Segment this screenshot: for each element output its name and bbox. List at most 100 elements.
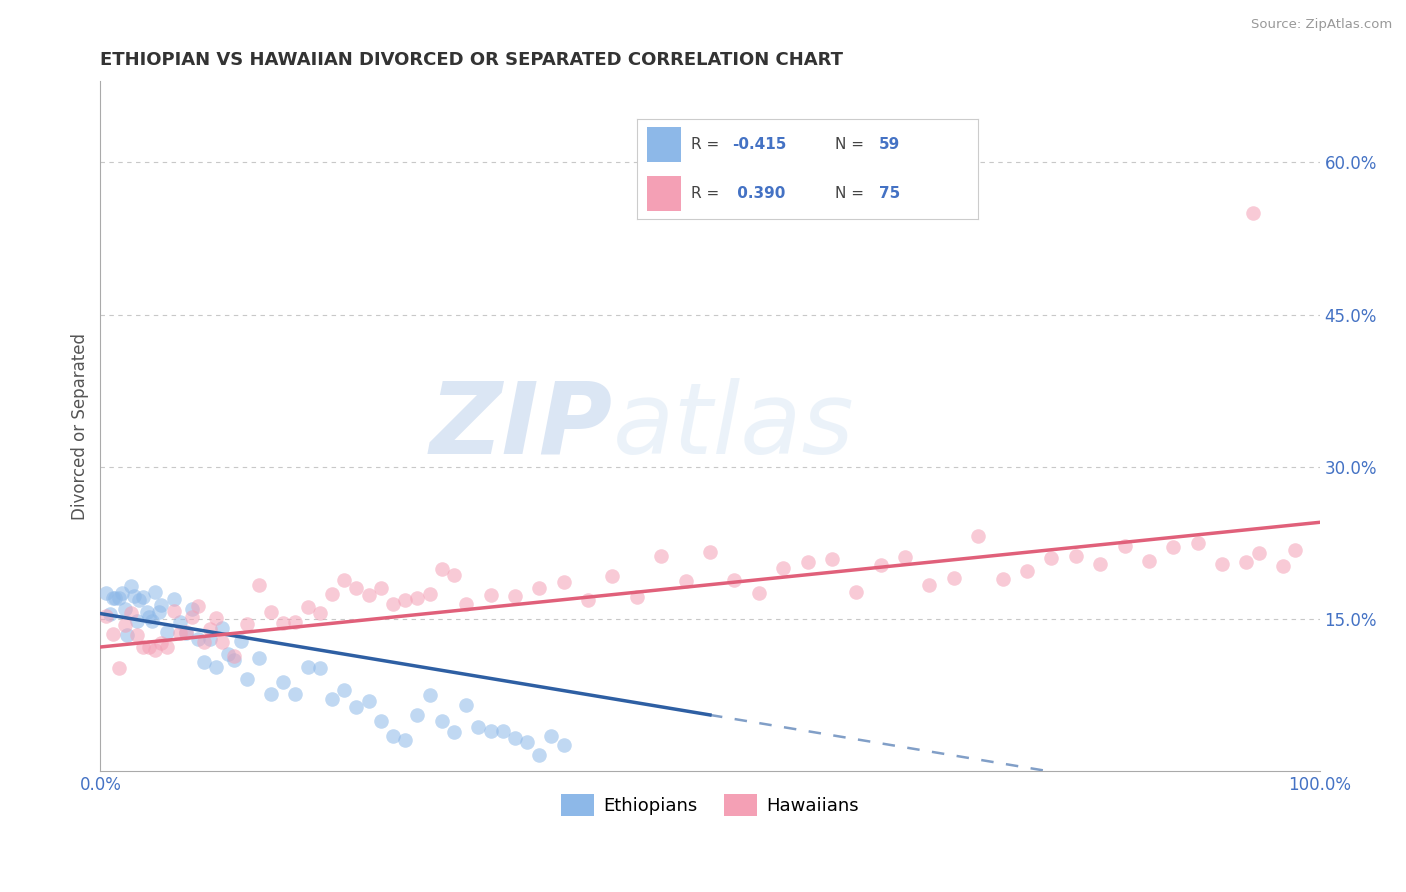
Point [321, 587, 343, 601]
Point [98, 607, 121, 622]
Point [174, 625, 197, 640]
Point [1040, 551, 1063, 566]
Point [381, 729, 404, 743]
Point [187, 632, 209, 647]
Point [357, 694, 380, 708]
Point [211, 621, 233, 635]
Point [132, 591, 155, 605]
Text: Source: ZipAtlas.com: Source: ZipAtlas.com [1251, 18, 1392, 31]
Point [516, 735, 538, 749]
Point [370, 581, 392, 595]
Point [626, 590, 648, 604]
Point [381, 597, 404, 611]
Text: atlas: atlas [613, 377, 853, 475]
Point [394, 592, 416, 607]
Point [156, 625, 179, 640]
Point [1247, 546, 1270, 560]
Point [120, 606, 142, 620]
Point [115, 628, 138, 642]
Point [162, 591, 184, 606]
Point [224, 648, 246, 663]
Point [205, 659, 228, 673]
Point [235, 616, 257, 631]
Point [796, 555, 818, 569]
Point [1161, 540, 1184, 554]
Point [180, 610, 202, 624]
Point [1088, 557, 1111, 571]
Point [156, 640, 179, 654]
Point [138, 609, 160, 624]
Point [845, 584, 868, 599]
Point [198, 632, 221, 646]
Point [1114, 539, 1136, 553]
Point [150, 598, 173, 612]
Text: ETHIOPIAN VS HAWAIIAN DIVORCED OR SEPARATED CORRELATION CHART: ETHIOPIAN VS HAWAIIAN DIVORCED OR SEPARA… [100, 51, 844, 69]
Point [467, 720, 489, 734]
Point [650, 549, 672, 564]
Point [456, 698, 478, 712]
Point [271, 675, 294, 690]
Point [333, 573, 356, 587]
Point [141, 614, 163, 628]
Point [169, 615, 191, 629]
Point [107, 591, 129, 605]
Point [180, 602, 202, 616]
Y-axis label: Divorced or Separated: Divorced or Separated [72, 333, 89, 519]
Point [96, 586, 118, 600]
Point [1241, 206, 1264, 220]
Point [229, 634, 252, 648]
Point [333, 682, 356, 697]
Point [406, 708, 429, 723]
Point [675, 574, 697, 588]
Point [120, 579, 142, 593]
Point [284, 687, 307, 701]
Point [101, 591, 124, 605]
Point [205, 610, 228, 624]
Point [821, 552, 844, 566]
Point [492, 724, 515, 739]
Point [344, 700, 367, 714]
Point [699, 545, 721, 559]
Text: ZIP: ZIP [429, 377, 613, 475]
Point [169, 626, 191, 640]
Point [260, 605, 283, 619]
Point [211, 635, 233, 649]
Point [114, 618, 136, 632]
Point [1015, 564, 1038, 578]
Point [321, 691, 343, 706]
Point [138, 640, 160, 654]
Point [1187, 536, 1209, 550]
Point [942, 571, 965, 585]
Point [107, 661, 129, 675]
Point [553, 575, 575, 590]
Point [247, 650, 270, 665]
Point [894, 550, 917, 565]
Point [748, 585, 770, 599]
Point [1137, 553, 1160, 567]
Point [143, 642, 166, 657]
Point [370, 714, 392, 728]
Point [443, 725, 465, 739]
Point [503, 731, 526, 745]
Point [430, 714, 453, 728]
Point [260, 688, 283, 702]
Point [723, 573, 745, 587]
Point [357, 588, 380, 602]
Point [529, 748, 551, 763]
Point [503, 589, 526, 603]
Point [217, 647, 239, 661]
Point [124, 589, 146, 603]
Point [96, 608, 118, 623]
Point [297, 600, 319, 615]
Point [308, 606, 330, 620]
Point [198, 622, 221, 636]
Point [193, 655, 215, 669]
Point [576, 593, 599, 607]
Point [456, 597, 478, 611]
Point [602, 568, 624, 582]
Point [991, 572, 1014, 586]
Point [101, 627, 124, 641]
Point [1211, 557, 1233, 571]
Point [1064, 549, 1087, 563]
Point [143, 584, 166, 599]
